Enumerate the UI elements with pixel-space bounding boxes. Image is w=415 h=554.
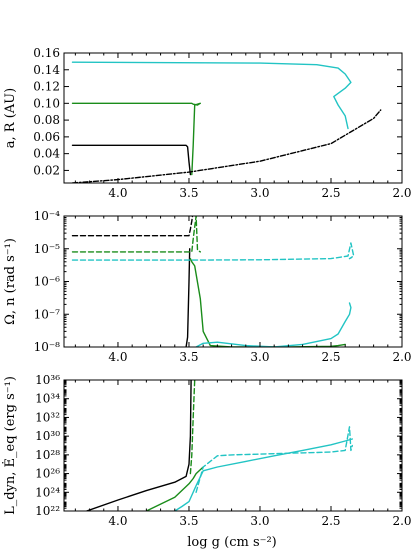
x-tick-label: 2.5 [321, 350, 340, 364]
series-line-3 [71, 216, 202, 253]
plot-frame [63, 52, 403, 184]
series-line-2 [145, 466, 204, 511]
y-tick-label: 0.04 [33, 147, 60, 161]
x-tick-label: 4.0 [108, 514, 127, 528]
x-tick-label: 3.5 [179, 514, 198, 528]
x-tick-label: 3.0 [250, 514, 269, 528]
y-tick-label: 10⁻⁶ [34, 275, 61, 289]
panel-1: 4.0 3.5 3.0 2.5 2.0 0.02 0.04 0.06 0.08 0.10 0.12 0… [3, 46, 412, 200]
series-group [71, 61, 382, 183]
panel-2: 4.0 3.5 3.0 2.5 2.0 10⁻⁸ 10⁻⁷ 10⁻⁶ 10⁻⁵ 10⁻⁴ Ω, n … [3, 209, 412, 364]
series-line-4 [71, 109, 382, 183]
series-line-4 [189, 257, 346, 347]
y-tick-label: 0.10 [33, 96, 60, 110]
y-tick-label: 10⁻⁷ [34, 307, 61, 321]
x-tick-label: 2.0 [392, 186, 411, 200]
panel-3: 4.0 3.5 3.0 2.5 2.0 10²² 10²⁴ 10²⁶ 10²⁸ 10³⁰ 10³² 1… [1, 373, 412, 528]
y-tick-label: 0.16 [33, 46, 60, 60]
panels: 4.0 3.5 3.0 2.5 2.0 0.02 0.04 0.06 0.08 0.10 0.12 0… [1, 46, 412, 528]
series-group [85, 380, 353, 511]
x-tick-label: 3.0 [250, 186, 269, 200]
y-tick-label: 0.12 [33, 80, 60, 94]
y-tick-label: 0.14 [33, 63, 60, 77]
y-tick-label: 10²⁴ [35, 485, 60, 499]
y-tick-label: 0.08 [33, 113, 60, 127]
y-tick-label: 10⁻⁴ [34, 209, 61, 223]
series-line-2 [185, 248, 191, 347]
y-tick-label: 10²² [35, 504, 60, 518]
x-tick-label: 2.5 [321, 514, 340, 528]
y-tick-label: 10⁻⁵ [34, 242, 61, 256]
y-tick-label: 0.02 [33, 163, 60, 177]
y-tick-label: 10³⁶ [35, 373, 60, 387]
x-tick-label: 2.5 [321, 186, 340, 200]
y-tick-label: 0.06 [33, 130, 60, 144]
x-tick-label: 3.5 [179, 186, 198, 200]
series-line-3 [71, 61, 352, 130]
series-line-1 [71, 216, 194, 237]
series-line-1 [71, 144, 192, 176]
x-axis-label: log g (cm s⁻²) [187, 535, 277, 550]
y-tick-label: 10³⁰ [35, 429, 60, 443]
series-line-5 [71, 242, 355, 261]
series-line-3 [189, 380, 196, 475]
y-tick-label: 10²⁶ [35, 467, 60, 481]
series-line-6 [195, 302, 352, 347]
x-tick-label: 2.0 [392, 350, 411, 364]
y-tick-label: 10⁻⁸ [34, 340, 61, 354]
series-group [71, 216, 355, 347]
plot-frame [63, 379, 403, 512]
series-line-2 [71, 102, 202, 176]
y-axis-label: Ω, n (rad s⁻¹) [3, 238, 18, 325]
series-line-1 [85, 380, 192, 511]
y-tick-label: 10²⁸ [35, 448, 60, 462]
y-axis-label: L_dyn, Ė_eq (erg s⁻¹) [1, 376, 18, 515]
x-tick-label: 2.0 [392, 514, 411, 528]
series-line-4 [174, 438, 353, 511]
series-line-5 [195, 426, 353, 493]
x-tick-label: 3.0 [250, 350, 269, 364]
x-tick-label: 4.0 [108, 350, 127, 364]
y-tick-label: 10³² [35, 410, 60, 424]
x-tick-label: 4.0 [108, 186, 127, 200]
y-axis-label: a, R (AU) [3, 88, 18, 148]
y-tick-label: 10³⁴ [35, 392, 60, 406]
x-tick-label: 3.5 [179, 350, 198, 364]
